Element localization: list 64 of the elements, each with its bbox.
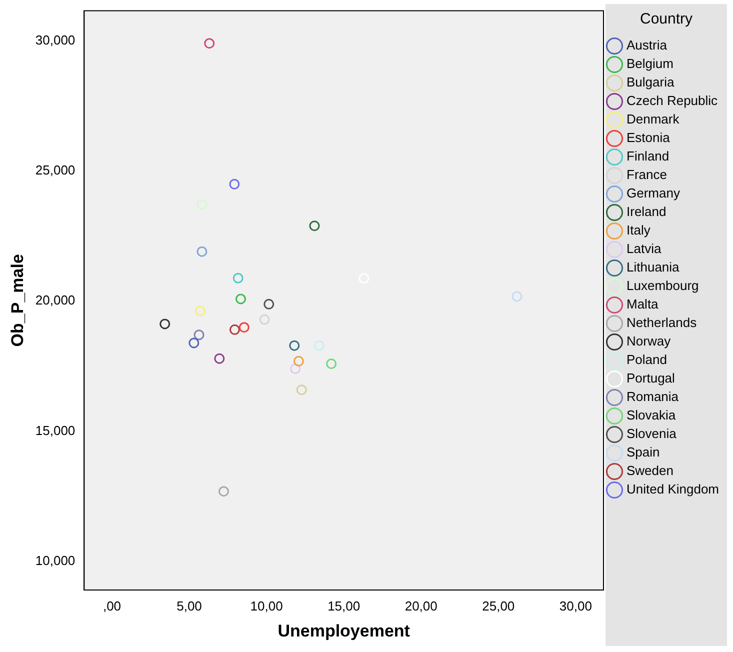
point [229,178,240,190]
point [235,294,246,304]
point [314,340,324,351]
point [259,314,270,325]
legend-label: Malta [626,296,660,312]
point [326,358,337,370]
point [290,363,301,374]
legend-label: France [626,167,667,182]
legend-label: Spain [626,444,660,460]
point [188,338,200,348]
legend-label: Ireland [626,204,666,220]
y-tick-label: 20,000 [35,292,76,308]
point [194,306,206,316]
point [309,220,320,232]
point [289,340,300,351]
legend-label: Finland [626,148,670,164]
legend-label: Estonia [626,130,671,146]
point [218,486,229,497]
legend-label: Latvia [626,241,662,256]
point [214,353,225,364]
point [296,384,307,396]
legend-label: Netherlands [626,315,698,330]
point [264,298,274,310]
point [196,246,208,257]
legend-label: Germany [626,186,680,201]
point [293,356,304,366]
x-axis-title: Unemployement [278,621,410,640]
x-tick-label: ,00 [102,598,122,614]
point [204,38,215,49]
y-tick-label: 30,000 [35,32,76,48]
legend-label: Poland [626,352,667,368]
legend-title: Country [640,10,694,28]
legend-label: Slovakia [626,408,676,423]
point [160,318,170,330]
legend-label: Norway [626,334,672,349]
legend-label: Bulgaria [626,74,675,90]
legend-label: Czech Republic [626,93,718,108]
point [512,291,522,302]
point [232,272,244,284]
x-tick-label: 15,00 [328,598,360,614]
point [238,322,250,333]
legend-label: Lithuania [626,260,680,275]
y-tick-label: 10,000 [35,552,76,568]
y-tick-label: 15,000 [35,422,76,438]
legend-label: Sweden [626,463,674,478]
legend-label: Austria [626,38,668,53]
legend-label: Romania [626,389,680,404]
legend-label: Denmark [626,112,680,127]
point [194,330,204,340]
legend-label: Belgium [626,56,674,72]
legend-label: Slovenia [626,426,678,442]
point [196,199,208,210]
x-tick-label: 5,00 [176,598,202,614]
x-tick-label: 25,00 [482,598,515,614]
legend-label: United Kingdom [626,482,719,497]
x-tick-label: 10,00 [250,598,283,614]
y-tick-label: 25,000 [35,162,76,178]
point [229,324,240,335]
legend-label: Italy [626,222,651,238]
legend-label: Portugal [626,370,676,386]
x-tick-label: 20,00 [404,598,438,614]
legend-label: Luxembourg [626,278,699,294]
y-axis-title: Ob_P_male [8,254,27,347]
x-tick-label: 30,00 [559,598,592,614]
